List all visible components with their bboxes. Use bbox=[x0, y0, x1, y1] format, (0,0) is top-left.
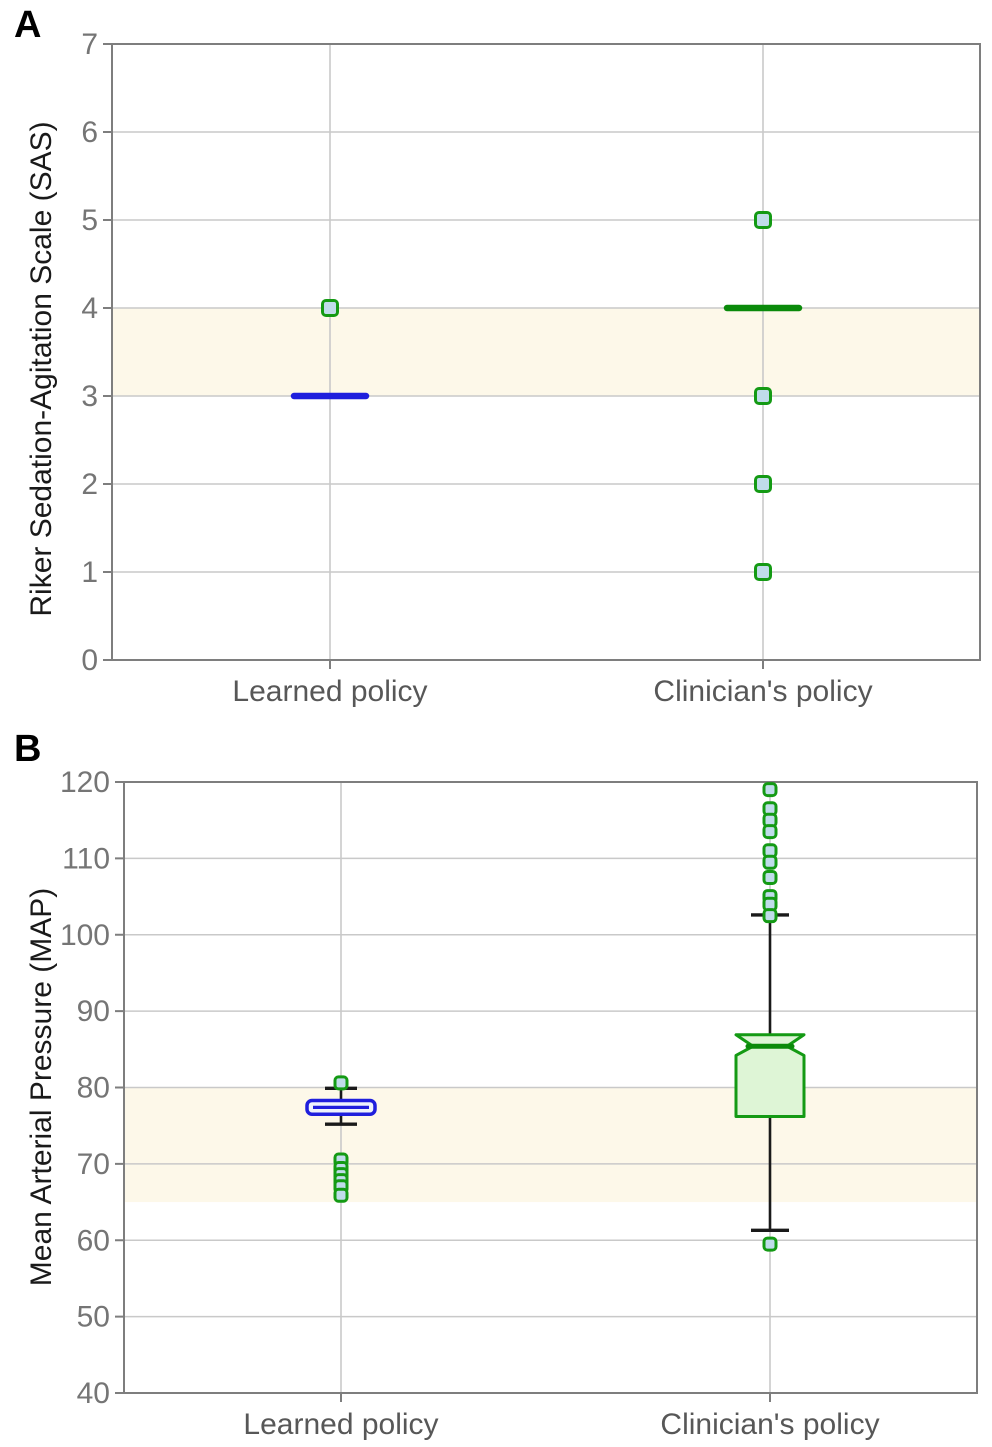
notched-box bbox=[734, 1033, 806, 1119]
category-label: Clinician's policy bbox=[660, 1408, 879, 1441]
outlier-marker bbox=[321, 299, 339, 317]
y-tick-label: 2 bbox=[81, 468, 98, 501]
outlier-marker bbox=[333, 1187, 349, 1203]
category-label: Clinician's policy bbox=[653, 675, 872, 708]
y-tick-label: 7 bbox=[81, 28, 98, 61]
panel-b-label: B bbox=[14, 728, 42, 770]
outlier-marker bbox=[754, 475, 772, 493]
y-tick-label: 6 bbox=[81, 116, 98, 149]
outlier-marker bbox=[754, 387, 772, 405]
y-tick-label: 100 bbox=[60, 919, 110, 952]
y-tick-label: 110 bbox=[62, 842, 110, 875]
outlier-marker bbox=[754, 563, 772, 581]
target-range-band bbox=[125, 1087, 976, 1203]
y-tick-label: 0 bbox=[81, 644, 98, 677]
y-tick-label: 1 bbox=[81, 556, 98, 589]
y-tick-label: 120 bbox=[60, 766, 110, 799]
category-label: Learned policy bbox=[232, 675, 427, 708]
outlier-marker bbox=[762, 869, 778, 885]
y-tick-label: 70 bbox=[77, 1148, 110, 1181]
plot-frame bbox=[111, 43, 981, 661]
outlier-marker bbox=[762, 854, 778, 870]
outlier-marker bbox=[762, 908, 778, 924]
y-tick-label: 90 bbox=[77, 995, 110, 1028]
y-tick-label: 40 bbox=[77, 1377, 110, 1410]
outlier-marker bbox=[762, 1236, 778, 1252]
y-tick-label: 3 bbox=[81, 380, 98, 413]
y-tick-label: 80 bbox=[77, 1072, 110, 1105]
y-tick-label: 4 bbox=[81, 292, 98, 325]
outlier-marker bbox=[333, 1075, 349, 1091]
target-range-band bbox=[113, 308, 979, 396]
outlier-marker bbox=[762, 782, 778, 798]
y-tick-label: 5 bbox=[81, 204, 98, 237]
y-tick-label: 50 bbox=[77, 1301, 110, 1334]
category-label: Learned policy bbox=[243, 1408, 438, 1441]
y-tick-label: 60 bbox=[77, 1224, 110, 1257]
outlier-marker bbox=[762, 824, 778, 840]
outlier-marker bbox=[754, 211, 772, 229]
panel-a-label: A bbox=[14, 4, 42, 46]
